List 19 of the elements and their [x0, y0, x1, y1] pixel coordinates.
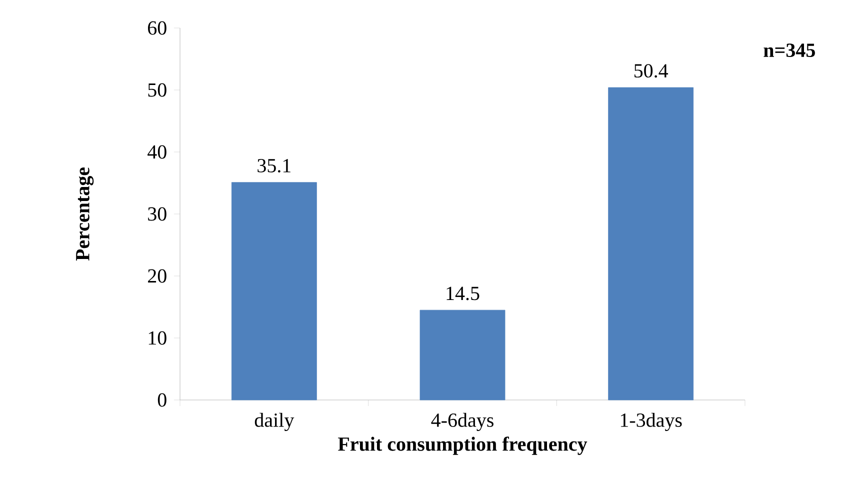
y-tick-label: 50 [148, 83, 166, 97]
data-label: 14.5 [446, 286, 480, 300]
y-tick-label: 0 [158, 393, 166, 407]
y-tick-label: 60 [148, 21, 166, 35]
x-tick-label: 1-3days [620, 412, 682, 432]
text: n=345 [764, 44, 815, 58]
x-tick-label: 4-6days [431, 412, 494, 432]
bar [231, 182, 317, 400]
x-tick-label: daily [254, 412, 294, 432]
y-tick-label: 20 [148, 269, 166, 283]
bar [420, 310, 506, 400]
bar [608, 87, 694, 400]
data-label: 50.4 [634, 64, 668, 78]
y-tick-label: 10 [148, 331, 166, 345]
y-tick-label: 40 [148, 145, 166, 159]
y-tick-label: 30 [148, 207, 166, 221]
x-axis-title: Fruit consumption frequency [338, 436, 588, 455]
y-axis-title: Percentage [76, 167, 94, 261]
data-label: 35.1 [258, 158, 290, 173]
